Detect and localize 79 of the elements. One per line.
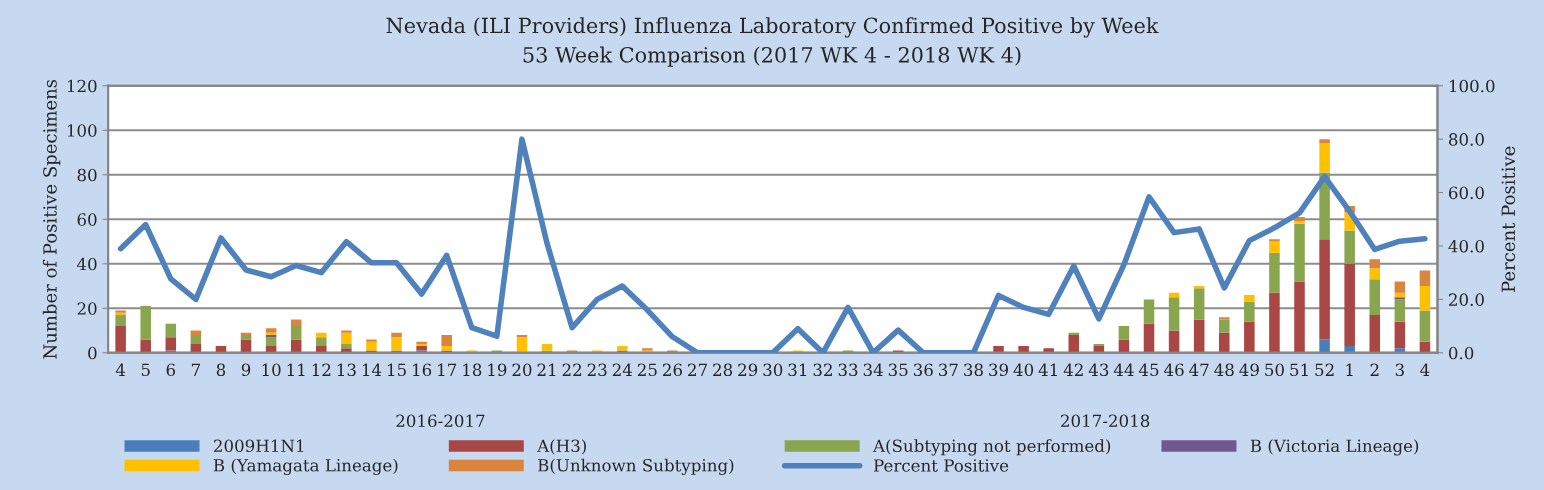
x-tick-label: 36	[913, 363, 933, 377]
x-tick-label: 40	[1013, 363, 1034, 377]
y-tick-label: 80	[77, 168, 97, 182]
x-tick-label: 26	[662, 363, 682, 377]
x-tick-label: 52	[1315, 363, 1334, 377]
x-tick-label: 2	[1370, 363, 1379, 376]
y2-tick-label: 60.0	[1449, 186, 1484, 200]
x-tick-label: 50	[1265, 363, 1284, 377]
x-tick-label: 29	[738, 363, 758, 377]
legend-label: Percent Positive	[873, 459, 1009, 472]
x-tick-label: 15	[387, 363, 406, 377]
x-tick-label: 51	[1290, 363, 1308, 377]
legend-label: B (Yamagata Lineage)	[213, 458, 398, 475]
chart-subtitle: 53 Week Comparison (2017 WK 4 - 2018 WK 4)	[523, 46, 1021, 67]
x-tick-label: 41	[1038, 363, 1057, 376]
x-tick-label: 21	[537, 363, 556, 376]
x-tick-label: 14	[362, 363, 382, 376]
x-tick-label: 23	[587, 363, 607, 377]
x-tick-label: 4	[1420, 363, 1430, 376]
x-tick-label: 30	[763, 363, 783, 377]
x-tick-label: 20	[512, 363, 532, 377]
x-tick-label: 24	[612, 363, 633, 376]
x-tick-label: 1	[1346, 363, 1353, 376]
x-tick-label: 28	[713, 363, 733, 377]
x-tick-label: 17	[438, 363, 457, 376]
x-tick-label: 11	[287, 363, 305, 376]
x-tick-label: 3	[1395, 363, 1404, 377]
y-tick-label: 20	[77, 302, 97, 315]
x-tick-label: 12	[312, 363, 331, 376]
x-tick-label: 19	[488, 363, 507, 377]
legend-label: 2009H1N1	[213, 439, 304, 453]
x-tick-label: 10	[262, 363, 281, 377]
y-tick-label: 40	[76, 257, 97, 271]
x-tick-label: 35	[888, 363, 908, 377]
text: 2016-2017	[396, 414, 485, 428]
legend-label: B (Victoria Lineage)	[1250, 439, 1419, 456]
x-tick-label: 47	[1189, 363, 1209, 376]
x-tick-label: 46	[1164, 363, 1184, 377]
y-tick-label: 0	[88, 346, 97, 360]
y2-tick-label: 80.0	[1449, 133, 1484, 146]
y2-tick-label: 40.0	[1448, 239, 1484, 253]
legend-label: A(H3)	[537, 439, 586, 455]
y2-tick-label: 0.0	[1448, 346, 1474, 360]
chart-title: Nevada (ILI Providers) Influenza Laboratory Confirmed Positive by Week	[386, 17, 1159, 38]
x-tick-label: 31	[788, 363, 807, 377]
text: 2017-2018	[1061, 414, 1150, 428]
x-tick-label: 4	[115, 363, 126, 376]
x-tick-label: 8	[216, 363, 226, 377]
y-tick-label: 120	[67, 79, 97, 93]
y-tick-label: 60	[77, 213, 97, 226]
x-tick-label: 16	[413, 363, 432, 377]
y2-tick-label: 20.0	[1449, 293, 1484, 306]
y-axis-title: Number of Positive Specimens	[42, 79, 61, 359]
x-tick-label: 32	[813, 363, 832, 377]
y2-axis-title: Percent Positive	[1501, 146, 1516, 292]
x-tick-label: 37	[939, 363, 958, 377]
x-tick-label: 33	[838, 363, 858, 377]
x-tick-label: 44	[1113, 363, 1134, 376]
x-tick-label: 39	[989, 363, 1008, 377]
x-tick-label: 49	[1239, 363, 1259, 377]
x-tick-label: 43	[1088, 363, 1109, 377]
x-tick-label: 34	[863, 363, 883, 377]
x-tick-label: 42	[1063, 363, 1083, 376]
x-tick-label: 6	[166, 363, 176, 377]
legend-label: A(Subtyping not performed)	[872, 439, 1111, 456]
x-tick-label: 5	[141, 363, 150, 377]
x-tick-label: 22	[562, 363, 582, 376]
x-tick-label: 48	[1214, 363, 1234, 377]
y2-tick-label: 100.0	[1449, 79, 1495, 93]
x-tick-label: 27	[688, 363, 707, 376]
x-tick-label: 7	[191, 363, 200, 376]
x-tick-label: 45	[1138, 363, 1159, 377]
x-tick-label: 13	[337, 363, 356, 377]
x-tick-label: 18	[463, 363, 482, 377]
x-tick-label: 25	[637, 363, 657, 377]
legend-label: B(Unknown Subtyping)	[538, 458, 734, 475]
x-tick-label: 38	[964, 363, 983, 377]
x-tick-label: 9	[241, 363, 251, 377]
y-tick-label: 100	[67, 124, 97, 137]
